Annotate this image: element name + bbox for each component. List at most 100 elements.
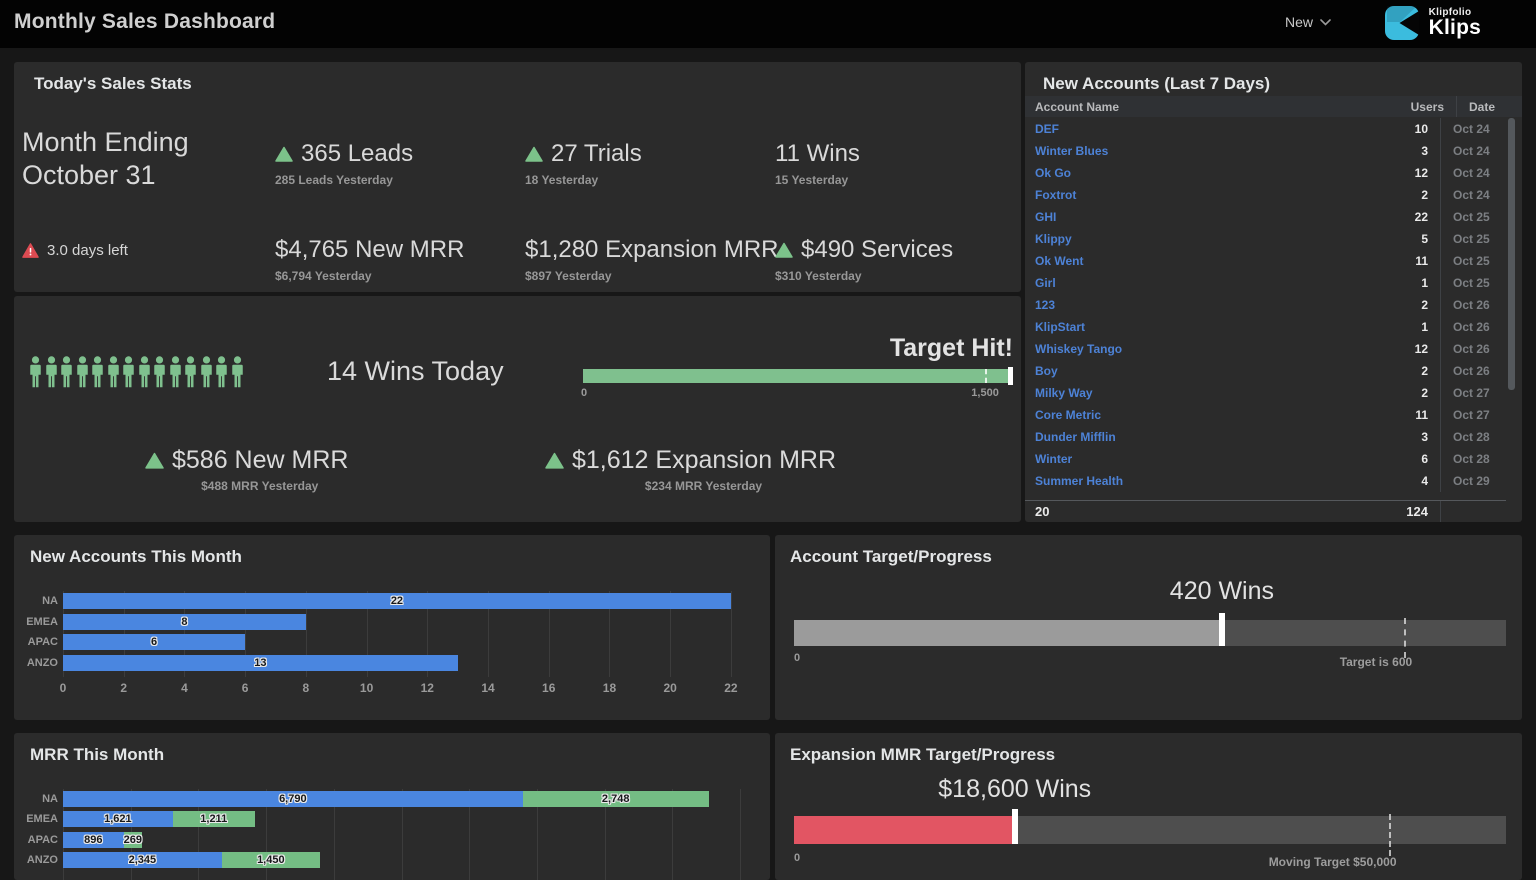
account-name-link[interactable]: Dunder Mifflin: [1035, 430, 1116, 444]
gridline: [305, 591, 307, 677]
table-row: 123 2 Oct 26: [1025, 294, 1506, 316]
date-value: Oct 24: [1440, 162, 1506, 184]
bar-chart-plot: 22 8 6 13: [63, 591, 740, 677]
account-name-link[interactable]: Whiskey Tango: [1035, 342, 1123, 356]
date-value: Oct 25: [1440, 272, 1506, 294]
table-row: Dunder Mifflin 3 Oct 28: [1025, 426, 1506, 448]
account-name-link[interactable]: Ok Went: [1035, 254, 1084, 268]
table-row: GHI 22 Oct 25: [1025, 206, 1506, 228]
up-arrow-icon: [275, 146, 293, 162]
bar-value-label: 1,450: [257, 853, 285, 866]
top-bar: Monthly Sales Dashboard New Klipfolio Kl…: [0, 0, 1536, 48]
account-name-link[interactable]: Core Metric: [1035, 408, 1102, 422]
table-footer: 20 124: [1025, 500, 1506, 522]
account-name-link[interactable]: Foxtrot: [1035, 188, 1077, 202]
users-value: 1: [1421, 276, 1428, 290]
account-name-link[interactable]: DEF: [1035, 122, 1059, 136]
panel-title: Account Target/Progress: [790, 547, 992, 566]
new-menu-button[interactable]: New: [1285, 14, 1331, 30]
account-name-link[interactable]: Winter: [1035, 452, 1073, 466]
users-value: 5: [1421, 232, 1428, 246]
bar: 8: [63, 613, 306, 630]
stat-sub: $234 MRR Yesterday: [644, 479, 763, 493]
stat-wins: 11 Wins 15 Yesterday: [775, 140, 860, 187]
table-row: KlipStart 1 Oct 26: [1025, 316, 1506, 338]
account-name-link[interactable]: Klippy: [1035, 232, 1072, 246]
person-icon: [168, 356, 183, 394]
panel-expansion-target: Expansion MMR Target/Progress $18,600 Wi…: [775, 733, 1522, 880]
date-value: Oct 27: [1440, 382, 1506, 404]
person-icon: [59, 356, 74, 394]
date-value: Oct 26: [1440, 338, 1506, 360]
table-row: DEF 10 Oct 24: [1025, 118, 1506, 140]
gridline: [672, 789, 674, 880]
account-name-link[interactable]: Summer Health: [1035, 474, 1124, 488]
gauge-fill: [794, 620, 1222, 646]
bar-value-label: 1,621: [104, 813, 132, 826]
x-tick-label: 10: [359, 681, 374, 695]
table-row: Summer Health 4 Oct 29: [1025, 470, 1506, 492]
bar-segment: 1,450: [221, 851, 320, 868]
chart-x-axis: 0 2 4 6 8 10 12 14 16 18 20 22: [60, 681, 740, 695]
up-arrow-icon: [775, 242, 793, 258]
brand-text: Klipfolio Klips: [1429, 7, 1481, 40]
klipfolio-brand[interactable]: Klipfolio Klips: [1384, 5, 1481, 41]
account-name-link[interactable]: KlipStart: [1035, 320, 1086, 334]
account-name-link[interactable]: Winter Blues: [1035, 144, 1109, 158]
account-name-link[interactable]: GHI: [1035, 210, 1057, 224]
table-body: DEF 10 Oct 24 Winter Blues 3 Oct 24 Ok Go 12 Oct…: [1025, 118, 1506, 492]
column-header-users[interactable]: Users: [1410, 99, 1444, 114]
gridline: [609, 591, 611, 677]
bar-segment: 269: [124, 831, 142, 848]
x-tick-label: 18: [602, 681, 617, 695]
gauge-axis-min: 0: [794, 652, 801, 664]
bar: 6: [63, 634, 246, 650]
bar-row: 8: [63, 613, 740, 630]
gridline: [401, 789, 403, 880]
account-name-link[interactable]: Milky Way: [1035, 386, 1093, 400]
gauge-track: [794, 613, 1506, 658]
stat-sub: $310 Yesterday: [775, 269, 862, 283]
date-value: Oct 24: [1440, 118, 1506, 140]
account-name-link[interactable]: Ok Go: [1035, 166, 1072, 180]
table-row: Winter 6 Oct 28: [1025, 448, 1506, 470]
stat-sub: $6,794 Yesterday: [275, 269, 372, 283]
users-value: 2: [1421, 188, 1428, 202]
users-value: 12: [1414, 342, 1428, 356]
column-header-account-name[interactable]: Account Name: [1035, 99, 1120, 114]
scrollbar-thumb[interactable]: [1508, 118, 1515, 390]
gridline: [266, 789, 268, 880]
account-name-link[interactable]: 123: [1035, 298, 1056, 312]
users-value: 3: [1421, 430, 1428, 444]
x-tick-label: 6: [241, 681, 249, 695]
days-left-label: 3.0 days left: [47, 242, 128, 259]
date-value: Oct 28: [1440, 448, 1506, 470]
gridline: [740, 789, 741, 880]
stat-new-mrr: $4,765 New MRR $6,794 Yesterday: [275, 236, 464, 283]
gauge-axis-min: 0: [794, 852, 801, 864]
bar-row: 6,790 2,748: [63, 791, 740, 807]
people-pictograph: [28, 356, 245, 394]
bar-row: 6: [63, 634, 740, 650]
gridline: [427, 591, 429, 677]
account-name-link[interactable]: Boy: [1035, 364, 1058, 378]
account-name-link[interactable]: Girl: [1035, 276, 1056, 290]
bar-row: 896 269: [63, 831, 740, 848]
table-row: Whiskey Tango 12 Oct 26: [1025, 338, 1506, 360]
person-icon: [230, 356, 245, 394]
date-value: Oct 27: [1440, 404, 1506, 426]
person-icon: [106, 356, 121, 394]
column-header-date[interactable]: Date: [1456, 96, 1522, 117]
bar-value-label: 6,790: [279, 793, 307, 805]
wins-axis-target: 1,500: [971, 387, 999, 399]
x-tick-label: 20: [663, 681, 677, 695]
stat-trials: 27 Trials 18 Yesterday: [525, 140, 642, 187]
category-label: EMEA: [26, 813, 58, 826]
gridline: [548, 591, 550, 677]
users-value: 1: [1421, 320, 1428, 334]
bar-row: 1,621 1,211: [63, 811, 740, 828]
date-value: Oct 29: [1440, 470, 1506, 492]
person-icon: [152, 356, 167, 394]
users-value: 11: [1415, 408, 1428, 422]
wins-progress-fill: [583, 369, 1013, 383]
